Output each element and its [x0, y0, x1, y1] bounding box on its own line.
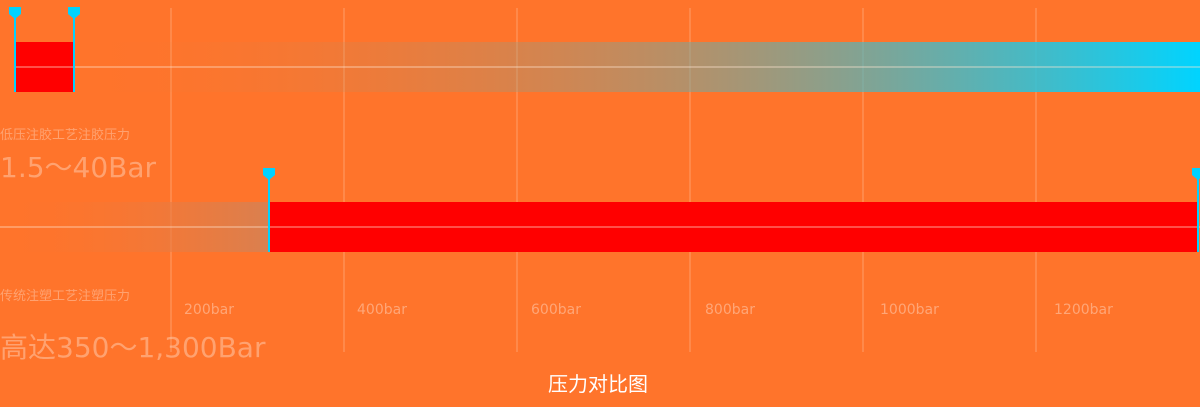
series-2-name: 传统注塑工艺注塑压力: [0, 289, 131, 304]
marker-pin-icon: [263, 168, 275, 180]
series-1-name: 低压注胶工艺注胶压力: [0, 128, 131, 143]
series-2-value: 高达350～1,300Bar: [0, 331, 266, 364]
tick-label: 800bar: [705, 302, 755, 318]
tick-label: 400bar: [357, 302, 407, 318]
tick-label: 1000bar: [880, 302, 939, 318]
series-1-value: 1.5～40Bar: [0, 151, 157, 184]
marker-pin-icon: [68, 7, 80, 19]
tick-label: 600bar: [531, 302, 581, 318]
marker-pin-icon: [9, 7, 21, 19]
marker-pin-icon: [1192, 168, 1200, 180]
chart-title: 压力对比图: [548, 372, 648, 396]
tick-label: 200bar: [184, 302, 234, 318]
tick-label: 1200bar: [1054, 302, 1113, 318]
